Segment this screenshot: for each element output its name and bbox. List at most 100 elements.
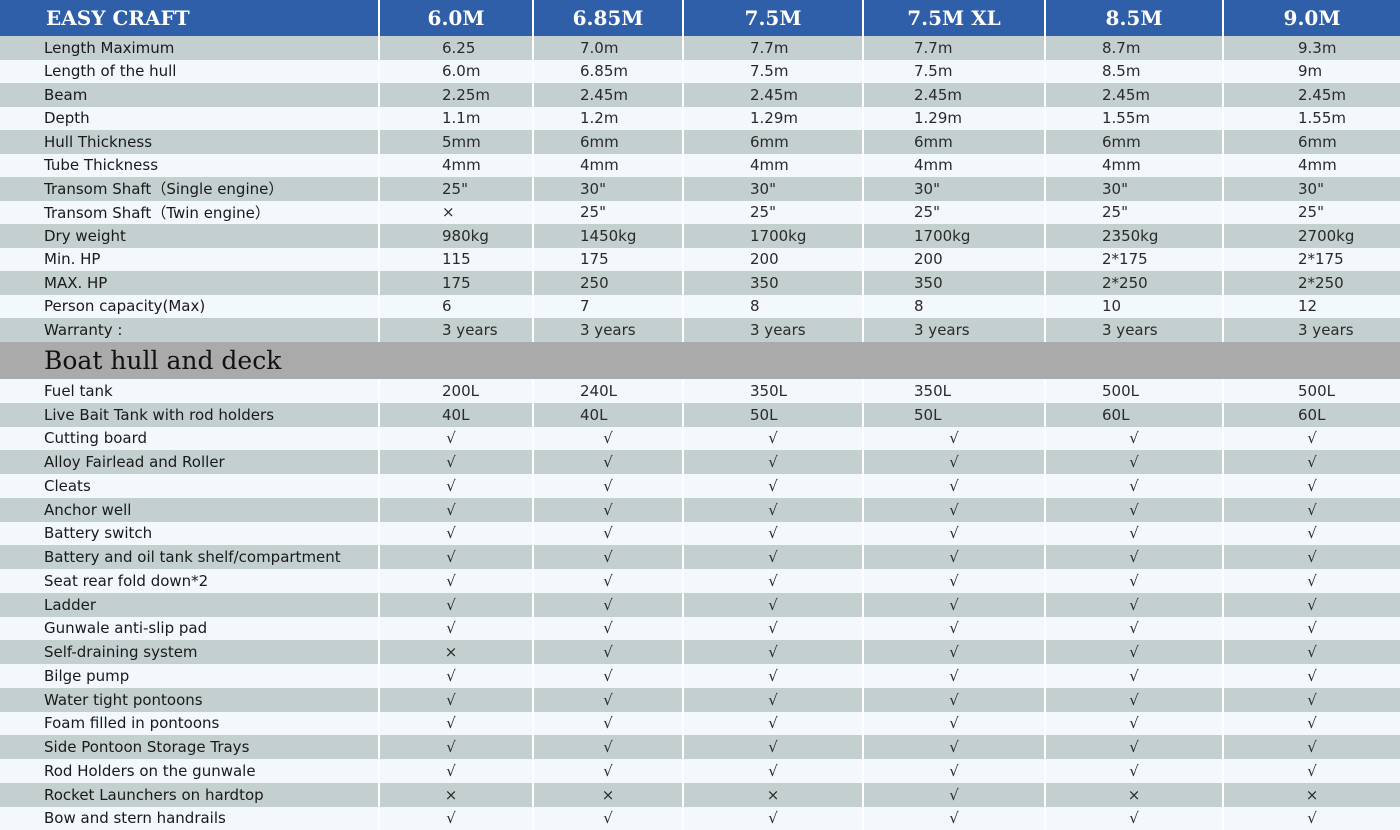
row-value: √ (1222, 497, 1400, 522)
row-value: 6.25 (378, 36, 532, 60)
row-value: √ (862, 782, 1044, 807)
row-value: 175 (378, 271, 532, 295)
row-label: Anchor well (44, 500, 132, 519)
row-value: √ (378, 521, 532, 546)
row-value: √ (378, 616, 532, 641)
row-value: √ (378, 806, 532, 830)
row-value: 500L (1044, 379, 1222, 403)
row-value: 1.29m (862, 106, 1044, 130)
row-value: × (1044, 782, 1222, 807)
row-value: √ (1222, 664, 1400, 688)
row-value: √ (378, 687, 532, 712)
row-label: Min. HP (44, 250, 101, 269)
row-value: √ (378, 545, 532, 569)
row-value: √ (862, 497, 1044, 522)
row-value: √ (1222, 592, 1400, 617)
row-value: 8.7m (1044, 36, 1222, 60)
row-value: 7.7m (862, 36, 1044, 60)
table-row: Ladder √ √ √ √ √ √ (0, 592, 1400, 617)
row-value: √ (682, 640, 862, 664)
row-value: √ (862, 687, 1044, 712)
row-value: 6 (378, 294, 532, 318)
row-value: × (378, 782, 532, 807)
row-value: 9.3m (1222, 36, 1400, 60)
row-value: √ (682, 616, 862, 641)
row-value: 40L (378, 402, 532, 427)
row-value: 30" (1222, 177, 1400, 201)
row-value: 3 years (532, 318, 682, 342)
model-9-0m: 9.0M (1222, 0, 1400, 36)
row-value: √ (1044, 592, 1222, 617)
row-label: Self-draining system (44, 643, 198, 662)
row-value: 2*250 (1222, 271, 1400, 295)
row-value: √ (682, 569, 862, 593)
row-value: √ (532, 592, 682, 617)
row-value: 30" (682, 177, 862, 201)
row-value: √ (1044, 426, 1222, 451)
row-value: √ (1222, 474, 1400, 498)
row-value: √ (862, 711, 1044, 736)
row-value: √ (682, 664, 862, 688)
row-value: 1450kg (532, 224, 682, 248)
row-value: √ (532, 569, 682, 593)
row-value: √ (1044, 474, 1222, 498)
row-value: √ (378, 474, 532, 498)
row-value: 30" (862, 177, 1044, 201)
table-row: Beam 2.25m 2.45m 2.45m 2.45m 2.45m 2.45m (0, 83, 1400, 107)
row-value: √ (682, 474, 862, 498)
row-value: √ (1222, 616, 1400, 641)
row-value: √ (1044, 759, 1222, 783)
row-value: √ (862, 592, 1044, 617)
row-value: 1.55m (1222, 106, 1400, 130)
row-value: √ (532, 545, 682, 569)
row-value: √ (1222, 759, 1400, 783)
row-value: 25" (1222, 200, 1400, 224)
row-value: √ (532, 616, 682, 641)
row-label: Side Pontoon Storage Trays (44, 738, 250, 757)
table-row: Hull Thickness 5mm 6mm 6mm 6mm 6mm 6mm (0, 130, 1400, 154)
row-value: 6mm (682, 130, 862, 154)
row-value: 2*250 (1044, 271, 1222, 295)
row-value: √ (378, 735, 532, 759)
row-value: √ (1044, 687, 1222, 712)
row-label: Cleats (44, 476, 91, 495)
table-row: Fuel tank 200L 240L 350L 350L 500L 500L (0, 379, 1400, 403)
row-value: √ (1222, 806, 1400, 830)
row-value: 4mm (1044, 153, 1222, 177)
row-value: √ (1222, 545, 1400, 569)
row-value: 7.0m (532, 36, 682, 60)
table-row: Warranty :3 years 3 years 3 years 3 years 3 … (0, 318, 1400, 342)
row-value: 2350kg (1044, 224, 1222, 248)
row-value: √ (862, 616, 1044, 641)
row-label: Battery switch (44, 524, 153, 543)
row-value: 115 (378, 247, 532, 271)
row-value: √ (378, 711, 532, 736)
row-value: √ (682, 545, 862, 569)
row-value: √ (532, 474, 682, 498)
row-value: 350L (862, 379, 1044, 403)
row-value: √ (1044, 545, 1222, 569)
row-value: √ (532, 687, 682, 712)
brand-title: EASY CRAFT (46, 6, 190, 30)
row-value: √ (532, 664, 682, 688)
row-value: 5mm (378, 130, 532, 154)
row-value: 4mm (1222, 153, 1400, 177)
row-label: Transom Shaft（Single engine） (44, 180, 284, 199)
row-label: Bilge pump (44, 666, 130, 685)
model-6-0m: 6.0M (378, 0, 532, 36)
table-row: Water tight pontoons √ √ √ √ √ √ (0, 687, 1400, 712)
row-value: √ (1222, 735, 1400, 759)
row-value: √ (682, 806, 862, 830)
row-value: √ (682, 497, 862, 522)
row-value: 980kg (378, 224, 532, 248)
table-row: Rod Holders on the gunwale √ √ √ √ √ √ (0, 759, 1400, 783)
row-value: √ (532, 711, 682, 736)
row-value: √ (862, 426, 1044, 451)
row-value: 200L (378, 379, 532, 403)
row-value: 25" (1044, 200, 1222, 224)
row-value: 2.45m (682, 83, 862, 107)
row-value: 7.7m (682, 36, 862, 60)
row-value: 6mm (532, 130, 682, 154)
row-value: 175 (532, 247, 682, 271)
row-value: √ (1044, 616, 1222, 641)
